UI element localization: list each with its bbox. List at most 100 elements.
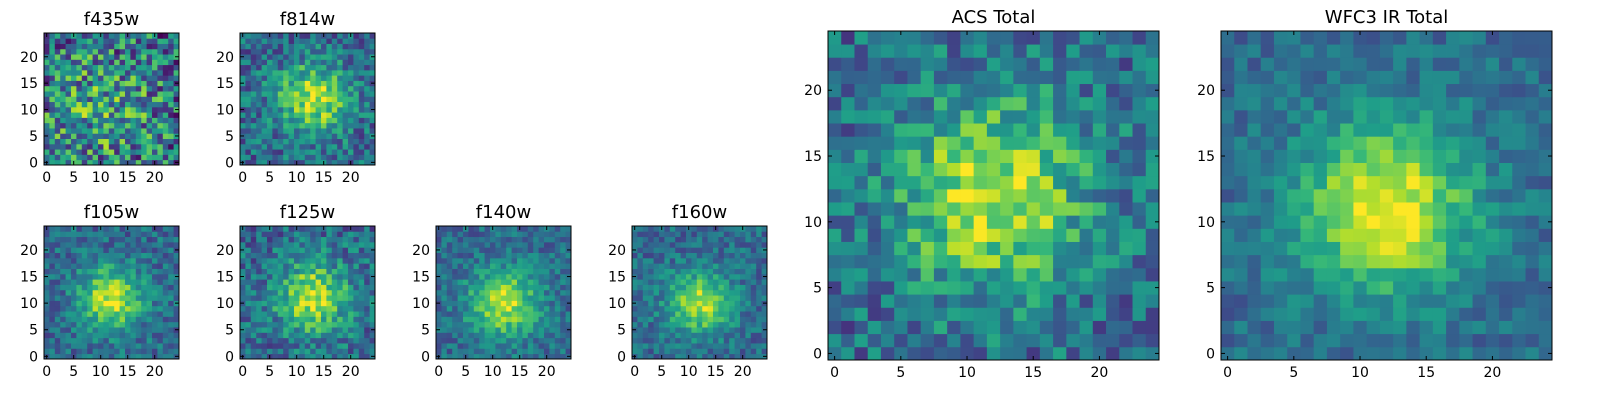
heatmap-cell	[1000, 267, 1014, 282]
x-tick-label: 0	[434, 364, 443, 380]
heatmap-cell	[522, 284, 529, 291]
heatmap-cell	[696, 300, 703, 307]
heatmap-cell	[463, 311, 469, 317]
heatmap-cell	[146, 48, 153, 55]
heatmap-cell	[125, 241, 131, 248]
heatmap-cell	[267, 101, 273, 108]
heatmap-cell	[369, 154, 376, 161]
heatmap-cell	[632, 332, 638, 339]
heatmap-cell	[1039, 44, 1054, 58]
heatmap-cell	[446, 316, 453, 323]
heatmap-cell	[761, 289, 768, 296]
heatmap-cell	[81, 257, 88, 264]
heatmap-cell	[60, 91, 66, 97]
heatmap-cell	[353, 236, 360, 243]
heatmap-cell	[637, 273, 644, 280]
heatmap-cell	[250, 80, 257, 87]
heatmap-cell	[729, 279, 735, 285]
heatmap-cell	[49, 54, 56, 60]
heatmap-cell	[1393, 215, 1407, 229]
heatmap-cell	[1260, 241, 1275, 256]
heatmap-cell	[369, 85, 376, 92]
heatmap-cell	[103, 75, 110, 81]
heatmap-cell	[723, 332, 730, 339]
heatmap-cell	[152, 154, 158, 161]
heatmap-cell	[828, 136, 842, 150]
heatmap-cell	[880, 96, 895, 111]
heatmap-cell	[54, 38, 61, 44]
heatmap-cell	[173, 332, 180, 339]
heatmap-cell	[337, 33, 343, 39]
heatmap-cell	[76, 231, 83, 238]
heatmap-cell	[1406, 175, 1420, 190]
heatmap-cell	[304, 284, 311, 291]
heatmap-cell	[642, 231, 649, 238]
heatmap-cell	[1092, 175, 1107, 190]
heatmap-cell	[135, 75, 142, 81]
heatmap-cell	[1039, 96, 1054, 111]
heatmap-cell	[250, 247, 257, 253]
heatmap-cell	[1353, 149, 1368, 163]
heatmap-cell	[894, 57, 908, 71]
heatmap-cell	[642, 300, 649, 307]
heatmap-cell	[277, 96, 284, 103]
heatmap-cell	[108, 64, 115, 71]
heatmap-cell	[92, 149, 99, 155]
heatmap-cell	[135, 284, 142, 291]
heatmap-cell	[60, 247, 66, 253]
heatmap-cell	[49, 289, 56, 296]
heatmap-cell	[130, 327, 137, 333]
heatmap-cell	[49, 321, 56, 328]
heatmap-cell	[310, 284, 316, 291]
heatmap-cell	[500, 284, 507, 291]
heatmap-cell	[321, 101, 327, 108]
heatmap-cell	[245, 128, 252, 134]
heatmap-cell	[1132, 188, 1147, 203]
heatmap-cell	[1393, 281, 1407, 295]
heatmap-cell	[457, 348, 464, 355]
heatmap-cell	[245, 117, 252, 124]
heatmap-cell	[44, 257, 50, 264]
heatmap-cell	[157, 59, 164, 66]
heatmap-cell	[141, 75, 147, 81]
heatmap-cell	[1326, 175, 1341, 190]
heatmap-cell	[960, 188, 975, 203]
heatmap-cell	[358, 96, 365, 103]
y-tick-label: 5	[225, 129, 234, 145]
heatmap-cell	[369, 59, 376, 66]
heatmap-cell	[734, 305, 741, 312]
heatmap-cell	[135, 295, 142, 301]
heatmap-cell	[44, 96, 50, 103]
heatmap-cell	[659, 316, 665, 323]
heatmap-cell	[315, 48, 322, 55]
heatmap-cell	[457, 257, 464, 264]
heatmap-cell	[490, 273, 496, 280]
heatmap-cell	[108, 273, 115, 280]
heatmap-cell	[288, 138, 295, 145]
heatmap-cell	[304, 54, 311, 60]
heatmap-cell	[71, 236, 77, 243]
heatmap-cell	[436, 263, 442, 269]
heatmap-cell	[261, 128, 268, 134]
heatmap-cell	[44, 149, 50, 155]
heatmap-cell	[168, 96, 174, 103]
heatmap-cell	[1300, 241, 1315, 256]
heatmap-cell	[723, 252, 730, 259]
heatmap-cell	[162, 295, 169, 301]
heatmap-cell	[740, 348, 746, 355]
heatmap-cell	[146, 300, 153, 307]
heatmap-cell	[527, 236, 534, 243]
heatmap-cell	[240, 321, 246, 328]
heatmap-cell	[632, 337, 638, 344]
heatmap-cell	[691, 289, 698, 296]
heatmap-cell	[54, 91, 61, 97]
heatmap-cell	[1472, 346, 1487, 361]
heatmap-cell	[745, 241, 752, 248]
heatmap-cell	[745, 252, 752, 259]
heatmap-cell	[331, 64, 338, 71]
heatmap-cell	[1260, 294, 1275, 308]
heatmap-cell	[364, 353, 370, 360]
heatmap-cell	[723, 257, 730, 264]
heatmap-cell	[500, 348, 507, 355]
heatmap-cell	[283, 273, 289, 280]
